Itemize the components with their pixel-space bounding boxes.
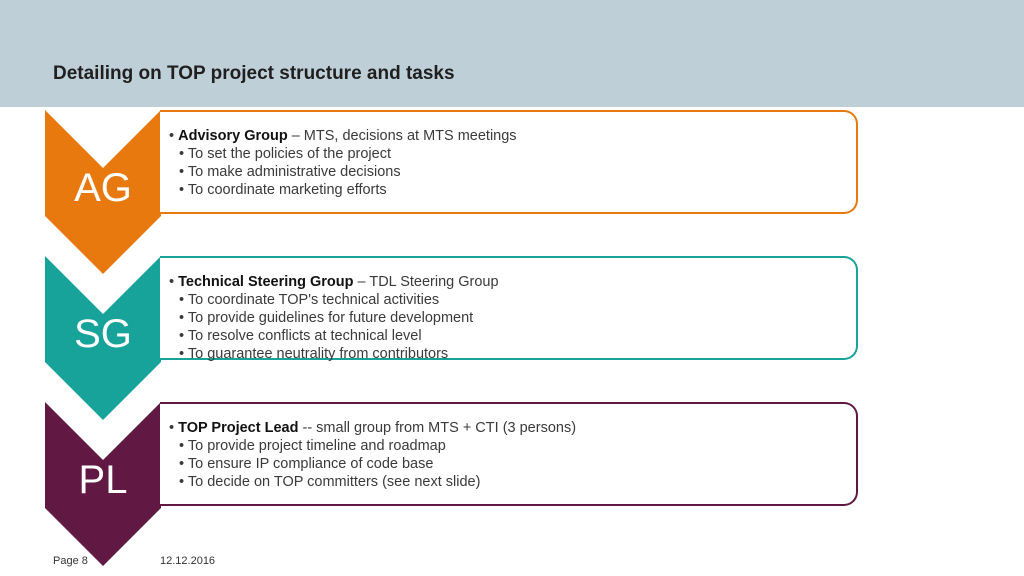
bullet: • (179, 146, 185, 162)
bullet: • (179, 310, 185, 326)
group-ag-heading: Advisory Group (178, 128, 288, 144)
list-item: • To ensure IP compliance of code base (179, 455, 856, 473)
list-item: • To guarantee neutrality from contribut… (179, 345, 856, 363)
list-item-text: To guarantee neutrality from contributor… (187, 346, 449, 362)
chevron-ag: AG (45, 110, 161, 274)
group-pl-items: • To provide project timeline and roadma… (169, 437, 856, 491)
header-band (0, 0, 1024, 107)
list-item-text: To coordinate TOP's technical activities (187, 292, 440, 308)
list-item-text: To ensure IP compliance of code base (187, 456, 434, 472)
bullet: • (169, 274, 175, 290)
chevron-sg-label: SG (74, 312, 132, 356)
footer-date: 12.12.2016 (160, 555, 216, 567)
bullet: • (169, 420, 175, 436)
bullet: • (179, 346, 185, 362)
chevron-ag-shape (45, 110, 161, 274)
bullet: • (179, 474, 185, 490)
group-ag-headline: • Advisory Group – MTS, decisions at MTS… (169, 127, 856, 145)
bullet: • (179, 164, 185, 180)
list-item: • To set the policies of the project (179, 145, 856, 163)
bullet: • (179, 328, 185, 344)
page-title: Detailing on TOP project structure and t… (53, 63, 455, 84)
list-item-text: To coordinate marketing efforts (187, 182, 387, 198)
group-ag-items: • To set the policies of the project • T… (169, 145, 856, 199)
bullet: • (179, 438, 185, 454)
group-box-pl: • TOP Project Lead -- small group from M… (160, 402, 858, 506)
list-item: • To resolve conflicts at technical leve… (179, 327, 856, 345)
list-item: • To provide guidelines for future devel… (179, 309, 856, 327)
list-item-text: To make administrative decisions (187, 164, 401, 180)
group-sg-headline: • Technical Steering Group – TDL Steerin… (169, 273, 856, 291)
bullet: • (179, 456, 185, 472)
list-item: • To provide project timeline and roadma… (179, 437, 856, 455)
bullet: • (179, 292, 185, 308)
page-number: Page 8 (53, 555, 88, 567)
bullet: • (169, 128, 175, 144)
group-pl-detail: -- small group from MTS + CTI (3 persons… (302, 420, 577, 436)
chevron-pl-label: PL (78, 458, 128, 502)
list-item: • To coordinate marketing efforts (179, 181, 856, 199)
chevron-sg-shape (45, 256, 161, 420)
list-item-text: To provide guidelines for future develop… (187, 310, 474, 326)
group-box-ag: • Advisory Group – MTS, decisions at MTS… (160, 110, 858, 214)
list-item-text: To set the policies of the project (187, 146, 391, 162)
group-sg-heading: Technical Steering Group (178, 274, 354, 290)
list-item-text: To resolve conflicts at technical level (187, 328, 422, 344)
group-ag-detail: – MTS, decisions at MTS meetings (291, 128, 517, 144)
group-pl-heading: TOP Project Lead (178, 420, 299, 436)
chevron-sg: SG (45, 256, 161, 420)
list-item-text: To provide project timeline and roadmap (187, 438, 446, 454)
group-pl-headline: • TOP Project Lead -- small group from M… (169, 419, 856, 437)
list-item-text: To decide on TOP committers (see next sl… (187, 474, 481, 490)
list-item: • To coordinate TOP's technical activiti… (179, 291, 856, 309)
list-item: • To decide on TOP committers (see next … (179, 473, 856, 491)
chevron-pl-shape (45, 402, 161, 566)
bullet: • (179, 182, 185, 198)
group-sg-detail: – TDL Steering Group (357, 274, 499, 290)
chevron-ag-label: AG (74, 166, 132, 210)
chevron-pl: PL (45, 402, 161, 566)
group-box-sg: • Technical Steering Group – TDL Steerin… (160, 256, 858, 363)
list-item: • To make administrative decisions (179, 163, 856, 181)
group-sg-items: • To coordinate TOP's technical activiti… (169, 291, 856, 363)
